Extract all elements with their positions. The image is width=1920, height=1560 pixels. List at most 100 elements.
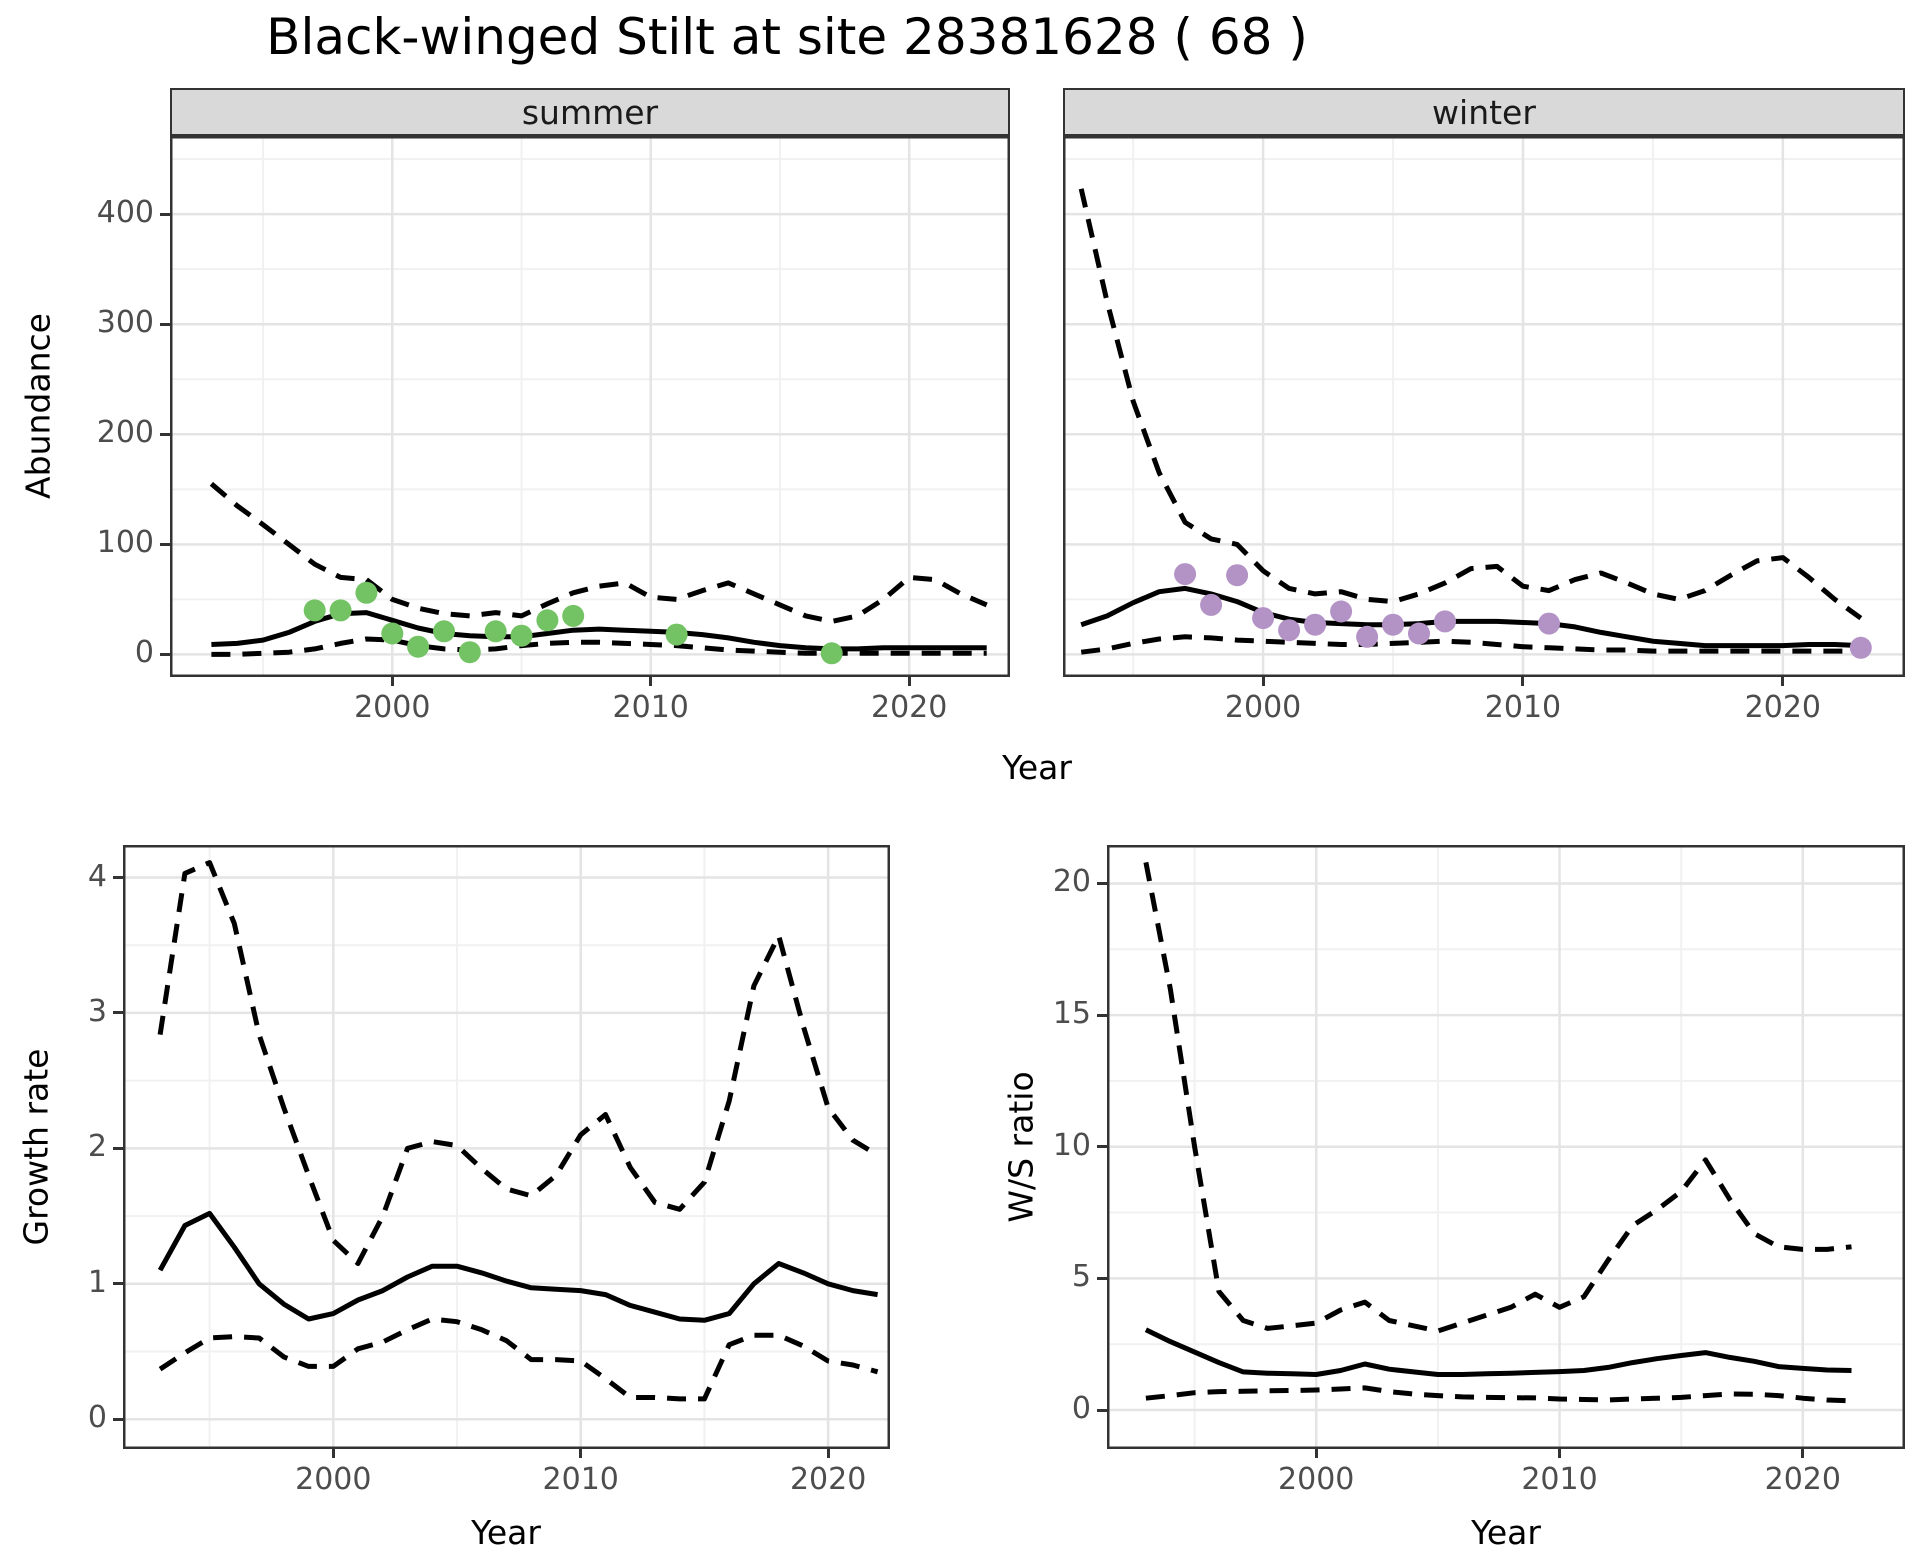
data-point (329, 599, 352, 622)
data-point (562, 604, 585, 627)
y-tick-label: 15 (1052, 996, 1091, 1032)
x-tick-label: 2020 (871, 690, 948, 725)
x-axis-tick (649, 677, 653, 686)
y-axis-tick (160, 542, 170, 546)
data-point (536, 609, 559, 632)
data-point (510, 624, 533, 647)
upper_ci-line (157, 860, 879, 1266)
y-axis-tick (1097, 1013, 1107, 1017)
winter-abundance-plot (1063, 136, 1905, 677)
upper_ci-line (209, 481, 988, 624)
bottom-right-year-axis-label: Year (1471, 1513, 1541, 1552)
mean-line (1144, 1327, 1852, 1377)
y-tick-label: 5 (1071, 1259, 1091, 1295)
y-tick-label: 100 (96, 525, 154, 561)
growth-rate-panel (123, 845, 890, 1449)
data-point (1849, 636, 1872, 659)
x-tick-label: 2010 (612, 690, 689, 725)
x-tick-label: 2000 (295, 1462, 372, 1497)
x-axis-tick (390, 677, 394, 686)
x-axis-tick (1261, 677, 1265, 686)
x-tick-label: 2010 (1521, 1462, 1598, 1497)
winter-abundance-panel (1063, 136, 1905, 677)
facet-strip-label: summer (521, 92, 659, 132)
y-tick-label: 20 (1052, 864, 1091, 900)
upper_ci-line (1143, 861, 1852, 1334)
y-tick-label: 10 (1052, 1127, 1091, 1163)
data-point (433, 620, 455, 643)
x-axis-tick (579, 1449, 583, 1458)
data-point (1382, 613, 1404, 636)
x-tick-label: 2000 (1224, 690, 1302, 725)
bottom-left-year-axis-label: Year (471, 1513, 541, 1552)
data-point (1434, 610, 1456, 633)
data-point (1278, 619, 1301, 642)
data-point (407, 635, 430, 658)
x-tick-label: 2020 (789, 1462, 867, 1497)
y-axis-tick (113, 876, 123, 879)
y-axis-tick (113, 1146, 123, 1150)
y-tick-label: 4 (87, 858, 107, 894)
data-point (1538, 612, 1560, 635)
x-axis-tick (826, 1449, 830, 1458)
y-axis-tick (160, 652, 170, 656)
x-tick-label: 2000 (1278, 1462, 1355, 1497)
y-tick-label: 2 (87, 1129, 107, 1165)
top-year-axis-label: Year (1002, 748, 1072, 787)
ws-ratio-panel (1107, 845, 1905, 1449)
panel-border (123, 845, 890, 1449)
y-tick-label: 0 (87, 1400, 107, 1436)
y-tick-label: 3 (87, 993, 107, 1029)
facet-strip-summer: summer (170, 88, 1010, 136)
ws-ratio-plot (1107, 845, 1905, 1449)
lower_ci-line (158, 1316, 879, 1402)
x-tick-label: 2020 (1764, 1462, 1841, 1497)
summer-abundance-plot (170, 136, 1010, 677)
data-point (1356, 625, 1379, 648)
data-point (1408, 622, 1430, 645)
x-tick-label: 2020 (1744, 690, 1822, 725)
lower_ci-line (211, 636, 987, 657)
data-point (1304, 613, 1327, 636)
y-tick-label: 200 (96, 415, 154, 451)
x-axis-tick (1558, 1449, 1562, 1458)
summer-abundance-panel (170, 136, 1010, 677)
x-axis-tick (1781, 677, 1785, 686)
y-axis-tick (1097, 1276, 1107, 1280)
panel-border (1063, 136, 1905, 677)
y-tick-label: 0 (134, 635, 154, 671)
x-axis-tick (1801, 1449, 1805, 1458)
y-axis-tick (160, 322, 170, 326)
data-point (1200, 593, 1223, 616)
y-tick-label: 400 (96, 195, 154, 231)
x-axis-tick (907, 677, 911, 686)
y-tick-label: 0 (1071, 1391, 1091, 1427)
y-axis-tick (1097, 881, 1107, 885)
x-tick-label: 2010 (542, 1462, 619, 1497)
panel-border (170, 136, 1010, 677)
y-axis-tick (160, 212, 170, 216)
y-axis-tick (113, 1011, 123, 1015)
y-axis-tick (160, 432, 170, 436)
data-point (665, 623, 688, 646)
upper_ci-line (1078, 188, 1863, 621)
x-axis-tick (1521, 677, 1525, 686)
data-point (1226, 564, 1249, 587)
lower_ci-line (1080, 634, 1861, 655)
data-point (303, 599, 326, 622)
mean-line (1080, 585, 1861, 649)
facet-strip-winter: winter (1063, 88, 1905, 136)
x-tick-label: 2010 (1484, 690, 1562, 725)
chart-title: Black-winged Stilt at site 28381628 ( 68… (266, 8, 1308, 66)
data-point (458, 641, 481, 664)
x-axis-tick (331, 1449, 335, 1458)
data-point (484, 620, 507, 643)
y-axis-tick (113, 1282, 123, 1286)
data-point (355, 581, 378, 604)
growth-rate-plot (123, 845, 890, 1449)
data-point (1174, 563, 1197, 586)
y-tick-label: 300 (96, 305, 154, 341)
data-point (1330, 600, 1353, 623)
facet-strip-label: winter (1432, 92, 1536, 132)
